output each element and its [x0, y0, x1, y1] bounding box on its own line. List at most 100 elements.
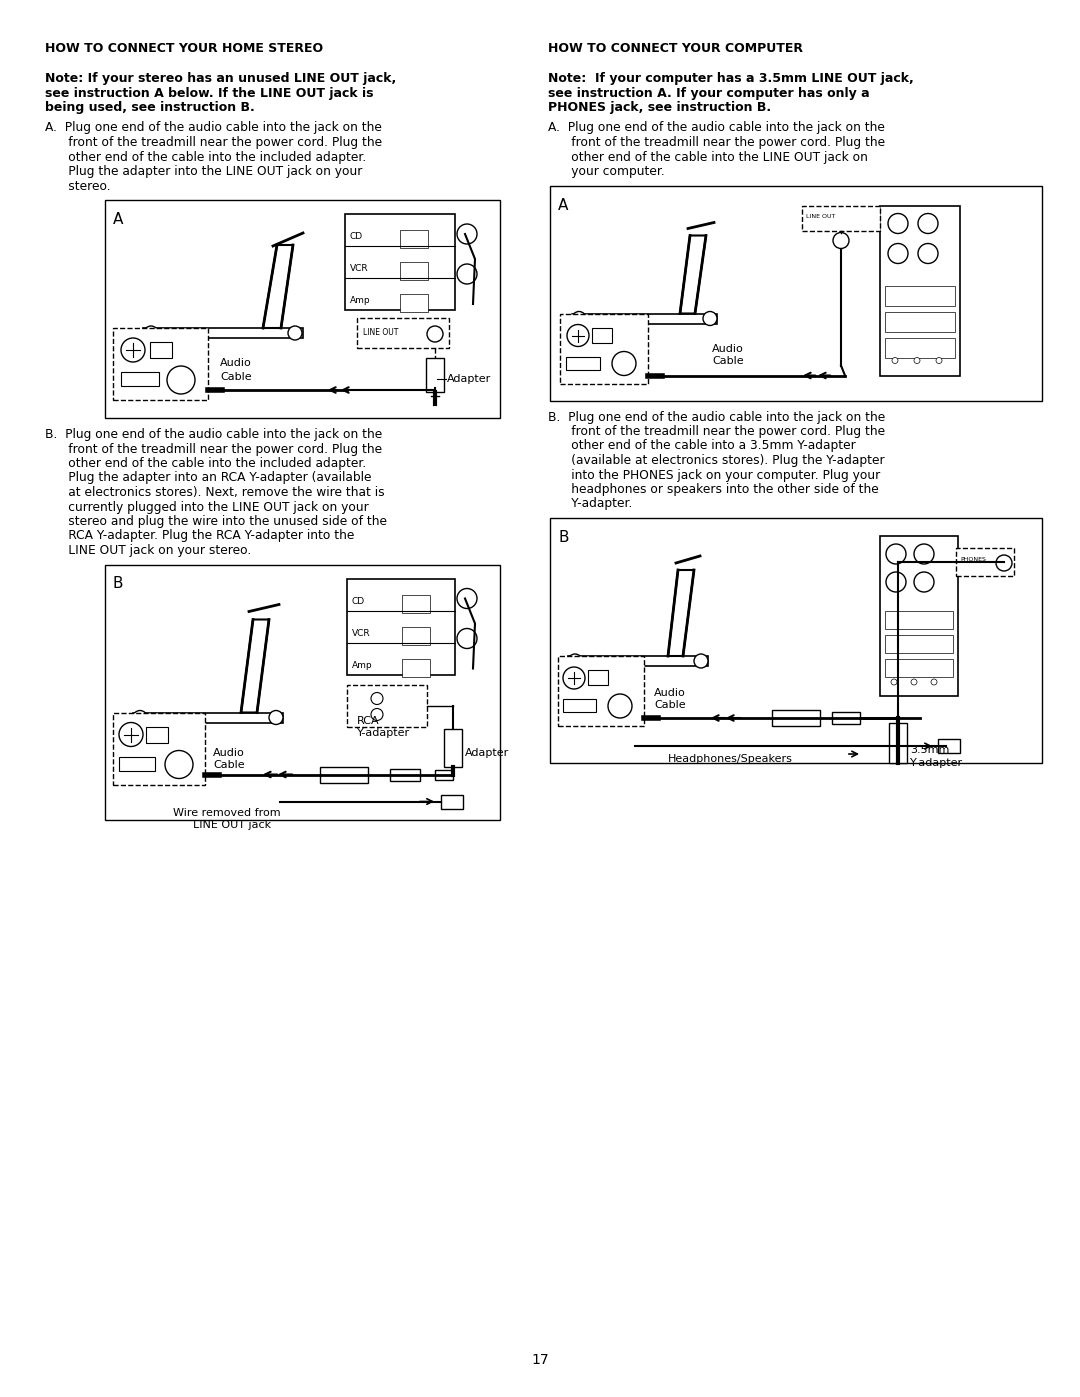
Circle shape: [457, 224, 477, 244]
Text: CD: CD: [350, 232, 363, 242]
Bar: [345, 214, 455, 310]
Text: Cable: Cable: [654, 700, 686, 710]
Circle shape: [608, 694, 632, 718]
Bar: [885, 636, 953, 652]
Text: Y-adapter: Y-adapter: [910, 759, 963, 768]
Text: Plug the adapter into an RCA Y-adapter (available: Plug the adapter into an RCA Y-adapter (…: [45, 472, 372, 485]
Circle shape: [457, 264, 477, 284]
Circle shape: [427, 326, 443, 342]
Bar: [563, 698, 596, 712]
Circle shape: [936, 358, 942, 363]
Text: at electronics stores). Next, remove the wire that is: at electronics stores). Next, remove the…: [45, 486, 384, 499]
Bar: [572, 313, 717, 324]
Circle shape: [457, 629, 477, 648]
Circle shape: [372, 693, 383, 704]
Text: 17: 17: [531, 1354, 549, 1368]
Circle shape: [833, 232, 849, 249]
Polygon shape: [680, 236, 706, 313]
Text: other end of the cable into the included adapter.: other end of the cable into the included…: [45, 151, 366, 163]
Text: see instruction A below. If the LINE OUT jack is: see instruction A below. If the LINE OUT…: [45, 87, 374, 99]
Text: Cable: Cable: [712, 355, 744, 366]
Text: front of the treadmill near the power cord. Plug the: front of the treadmill near the power co…: [548, 425, 886, 439]
Text: Adapter: Adapter: [465, 749, 510, 759]
Circle shape: [912, 679, 917, 685]
Circle shape: [914, 358, 920, 363]
Bar: [550, 518, 1042, 763]
Bar: [150, 342, 172, 358]
Bar: [550, 186, 1042, 401]
Bar: [568, 657, 708, 666]
Text: being used, see instruction B.: being used, see instruction B.: [45, 101, 255, 115]
Text: stereo.: stereo.: [45, 179, 110, 193]
Circle shape: [914, 543, 934, 564]
Text: LINE OUT: LINE OUT: [363, 328, 399, 337]
Circle shape: [914, 571, 934, 592]
Bar: [113, 712, 205, 785]
Text: front of the treadmill near the power cord. Plug the: front of the treadmill near the power co…: [548, 136, 886, 149]
Text: Audio: Audio: [712, 344, 744, 353]
Text: PHONES jack, see instruction B.: PHONES jack, see instruction B.: [548, 101, 771, 115]
Circle shape: [165, 750, 193, 778]
Bar: [426, 358, 444, 393]
Circle shape: [891, 679, 897, 685]
Circle shape: [288, 326, 302, 339]
Bar: [119, 757, 156, 771]
Text: B: B: [113, 577, 123, 591]
Bar: [772, 710, 820, 726]
Text: headphones or speakers into the other side of the: headphones or speakers into the other si…: [548, 483, 879, 496]
Bar: [121, 372, 159, 386]
Text: Headphones/Speakers: Headphones/Speakers: [669, 754, 793, 764]
Bar: [402, 626, 430, 644]
Text: Y-adapter: Y-adapter: [357, 728, 410, 739]
Text: A: A: [558, 197, 568, 212]
Text: B: B: [558, 529, 568, 545]
Bar: [320, 767, 368, 782]
Text: LINE OUT jack: LINE OUT jack: [193, 820, 271, 830]
Text: Note: If your stereo has an unused LINE OUT jack,: Note: If your stereo has an unused LINE …: [45, 73, 396, 85]
Bar: [889, 724, 907, 763]
Text: Cable: Cable: [220, 372, 252, 381]
Text: front of the treadmill near the power cord. Plug the: front of the treadmill near the power co…: [45, 136, 382, 149]
Circle shape: [612, 352, 636, 376]
Bar: [592, 327, 612, 342]
Circle shape: [121, 338, 145, 362]
Text: LINE OUT jack on your stereo.: LINE OUT jack on your stereo.: [45, 543, 252, 557]
Text: stereo and plug the wire into the unused side of the: stereo and plug the wire into the unused…: [45, 515, 387, 528]
Circle shape: [918, 214, 939, 233]
Text: Y-adapter.: Y-adapter.: [548, 497, 633, 510]
Text: VCR: VCR: [350, 264, 368, 272]
Text: LINE OUT: LINE OUT: [806, 214, 835, 218]
Bar: [561, 313, 648, 384]
Text: front of the treadmill near the power cord. Plug the: front of the treadmill near the power co…: [45, 443, 382, 455]
Bar: [435, 770, 453, 780]
Bar: [588, 671, 608, 685]
Bar: [566, 356, 600, 369]
Bar: [133, 712, 283, 722]
Circle shape: [568, 654, 582, 668]
Text: (available at electronics stores). Plug the Y-adapter: (available at electronics stores). Plug …: [548, 454, 885, 467]
Bar: [880, 205, 960, 376]
Circle shape: [892, 358, 897, 363]
Text: A: A: [113, 212, 123, 226]
Polygon shape: [264, 244, 293, 328]
Circle shape: [694, 654, 708, 668]
Text: Wire removed from: Wire removed from: [173, 809, 281, 819]
Circle shape: [703, 312, 717, 326]
Circle shape: [133, 711, 147, 725]
Text: CD: CD: [352, 597, 365, 605]
Text: Plug the adapter into the LINE OUT jack on your: Plug the adapter into the LINE OUT jack …: [45, 165, 363, 177]
Circle shape: [119, 722, 143, 746]
Bar: [444, 728, 462, 767]
Bar: [357, 319, 449, 348]
Circle shape: [886, 571, 906, 592]
Circle shape: [996, 555, 1012, 571]
Text: 3.5mm: 3.5mm: [910, 745, 949, 754]
Bar: [113, 328, 208, 400]
Bar: [400, 263, 428, 279]
Text: see instruction A. If your computer has only a: see instruction A. If your computer has …: [548, 87, 869, 99]
Circle shape: [167, 366, 195, 394]
Bar: [105, 564, 500, 820]
Bar: [885, 338, 955, 358]
Bar: [939, 739, 960, 753]
Text: currently plugged into the LINE OUT jack on your: currently plugged into the LINE OUT jack…: [45, 500, 368, 514]
